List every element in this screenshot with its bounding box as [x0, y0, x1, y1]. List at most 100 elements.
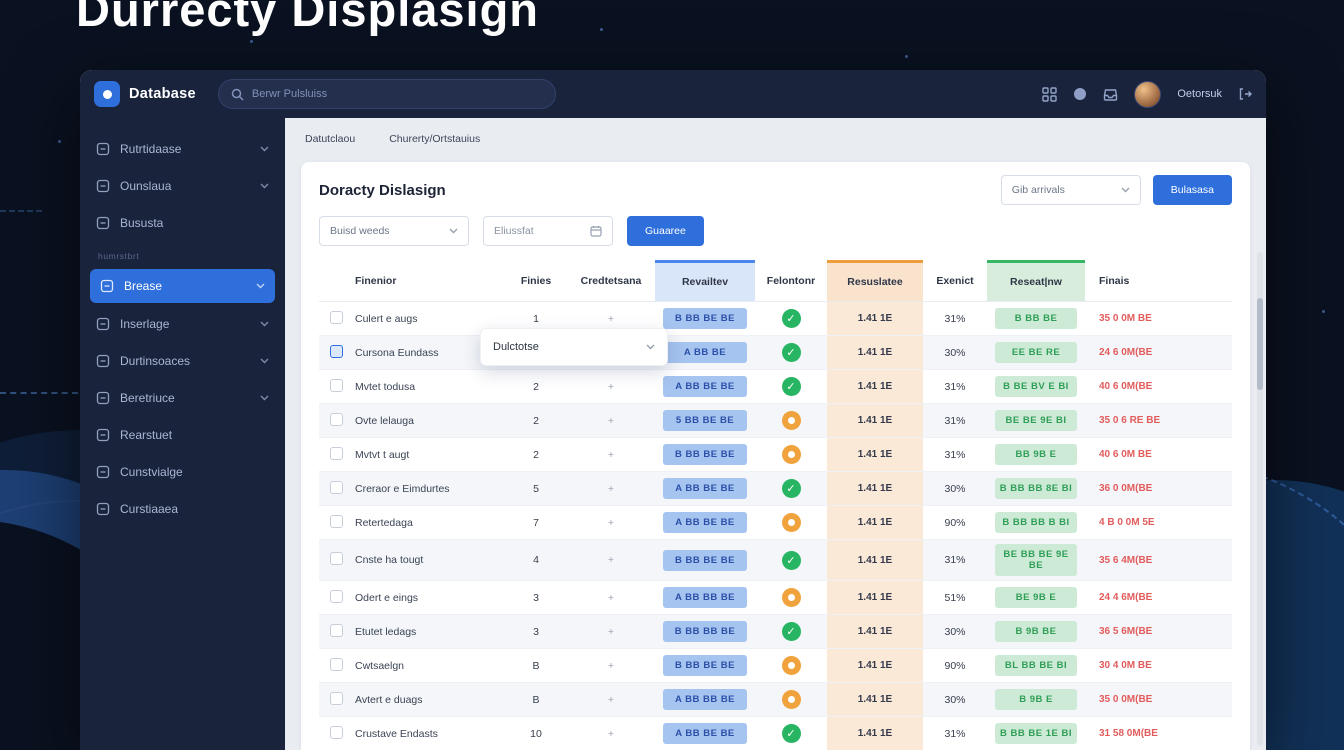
row-checkbox[interactable] — [329, 623, 343, 637]
sidebar-item-cunstvialge[interactable]: Cunstvialge — [80, 453, 285, 490]
blue-value-chip: B BB BE BE — [663, 549, 747, 571]
column-header-name[interactable]: Finenior — [353, 260, 505, 302]
main-content: Datutclaou Churerty/Ortstauius Doracty D… — [285, 118, 1266, 750]
value-cell: 1.41 1E — [827, 615, 923, 649]
header-primary-button[interactable]: Bulasasa — [1152, 175, 1232, 205]
status-check-icon: ✓ — [781, 479, 801, 498]
sidebar-item-durtinsoaces[interactable]: Durtinsoaces — [80, 342, 285, 379]
filter-apply-button[interactable]: Guaaree — [627, 216, 704, 246]
sidebar-item-rearstuet[interactable]: Rearstuet — [80, 416, 285, 453]
row-checkbox[interactable] — [329, 514, 343, 528]
sidebar-section-label: humrstbrt — [98, 251, 140, 261]
name-cell: Cursona Eundass — [353, 336, 505, 370]
filter-select[interactable]: Buisd weeds — [319, 216, 469, 246]
row-checkbox[interactable] — [329, 657, 343, 671]
tab-first[interactable]: Datutclaou — [305, 133, 356, 145]
column-header-num[interactable]: Finies — [505, 260, 567, 302]
row-checkbox[interactable] — [329, 725, 343, 739]
sidebar-item-brease[interactable]: Brease — [90, 269, 275, 303]
column-header-pct[interactable]: Exenict — [923, 260, 987, 302]
row-checkbox[interactable] — [329, 552, 343, 565]
plus-cell[interactable]: + — [567, 540, 655, 581]
green-value-chip: B BB BE — [995, 308, 1077, 329]
chevron-down-icon — [449, 228, 458, 234]
plus-cell[interactable]: + — [567, 438, 655, 472]
plus-cell[interactable]: + — [567, 404, 655, 438]
plus-cell[interactable]: + — [567, 506, 655, 540]
sidebar-item-ounslaua[interactable]: Ounslaua — [80, 167, 285, 204]
sidebar-item-icon — [96, 354, 110, 368]
inbox-icon[interactable] — [1103, 87, 1118, 102]
column-header-red[interactable]: Finais — [1085, 260, 1232, 302]
sidebar-item-beretriuce[interactable]: Beretriuce — [80, 379, 285, 416]
percent-cell: 30% — [923, 336, 987, 370]
tab-second[interactable]: Churerty/Ortstauius — [389, 133, 481, 145]
revenue-cell: A BB BE BE — [655, 472, 755, 506]
scrollbar-thumb[interactable] — [1257, 298, 1263, 390]
plus-cell[interactable]: + — [567, 683, 655, 717]
status-circle-icon[interactable] — [1073, 87, 1087, 101]
chevron-down-icon — [646, 344, 655, 350]
percent-cell: 31% — [923, 404, 987, 438]
row-checkbox[interactable] — [329, 412, 343, 426]
table-row: Ovte lelauga 2 +5 BB BE BE 1.41 1E 31% BE BE … — [319, 404, 1232, 438]
status-check-icon: ✓ — [781, 550, 801, 570]
column-header-green[interactable]: Reseat|nw — [987, 260, 1085, 302]
percent-cell: 31% — [923, 302, 987, 336]
status-check-icon: ✓ — [781, 724, 801, 743]
final-cell: 30 4 0M BE — [1085, 649, 1232, 683]
sidebar-item-curstiaaea[interactable]: Curstiaaea — [80, 490, 285, 527]
name-cell: Creraor e Eimdurtes — [353, 472, 505, 506]
checkbox-cell — [319, 404, 353, 438]
header-select[interactable]: Gib arrivals — [1000, 175, 1141, 205]
plus-cell[interactable]: + — [567, 649, 655, 683]
row-checkbox[interactable] — [329, 310, 343, 324]
sidebar-item-rutrtidaase[interactable]: Rutrtidaase — [80, 130, 285, 167]
green-value-chip: BL BB BE BI — [995, 655, 1077, 676]
column-header-status[interactable]: Felontonr — [755, 260, 827, 302]
row-checkbox[interactable] — [329, 446, 343, 460]
name-cell: Culert e augs — [353, 302, 505, 336]
number-cell: 3 — [505, 615, 567, 649]
chevron-down-icon — [256, 283, 265, 289]
plus-cell[interactable]: + — [567, 370, 655, 404]
row-checkbox[interactable] — [329, 589, 343, 603]
checkbox-cell — [319, 683, 353, 717]
scrollbar-track[interactable] — [1257, 252, 1263, 746]
row-checkbox[interactable] — [329, 378, 343, 392]
sidebar-item-bususta[interactable]: Bususta — [80, 204, 285, 241]
sidebar-item-label: Rearstuet — [120, 427, 173, 442]
row-checkbox[interactable] — [329, 480, 343, 494]
plus-cell[interactable]: + — [567, 472, 655, 506]
status-cell: ✓ — [755, 472, 827, 506]
column-header-blue[interactable]: Revailtev — [655, 260, 755, 302]
column-header-value[interactable]: Resuslatee — [827, 260, 923, 302]
checkbox-cell — [319, 506, 353, 540]
sidebar-item-inserlage[interactable]: Inserlage — [80, 305, 285, 342]
decorative-dashed-line — [0, 210, 42, 212]
plus-cell[interactable]: + — [567, 717, 655, 750]
plus-cell[interactable]: + — [567, 581, 655, 615]
plus-cell[interactable]: + — [567, 615, 655, 649]
search-input[interactable]: Berwr Pulsluiss — [217, 79, 556, 109]
status-warn-icon — [781, 445, 801, 464]
final-cell: 40 6 0M(BE — [1085, 370, 1232, 404]
revenue-cell: B BB BE BE — [655, 302, 755, 336]
column-header-plus[interactable]: Credtetsana — [567, 260, 655, 302]
final-cell: 24 6 0M(BE — [1085, 336, 1232, 370]
avatar[interactable] — [1134, 80, 1162, 108]
status-cell — [755, 581, 827, 615]
row-checkbox[interactable] — [329, 691, 343, 705]
sidebar-item-label: Beretriuce — [120, 390, 175, 405]
app-name: Database — [129, 86, 196, 102]
row-dropdown[interactable]: Dulctotse — [480, 328, 668, 366]
sidebar: Rutrtidaase Ounslaua Bususta humrstbrt Breas… — [80, 118, 285, 750]
date-input-value: Eliussfat — [494, 225, 534, 237]
logout-icon[interactable] — [1238, 87, 1252, 101]
result-cell: BE BE 9E BI — [987, 404, 1085, 438]
row-checkbox[interactable] — [329, 344, 343, 358]
search-icon — [231, 88, 244, 101]
grid-icon[interactable] — [1042, 86, 1058, 102]
date-input[interactable]: Eliussfat — [483, 216, 613, 246]
decorative-dashed-line — [0, 392, 78, 394]
